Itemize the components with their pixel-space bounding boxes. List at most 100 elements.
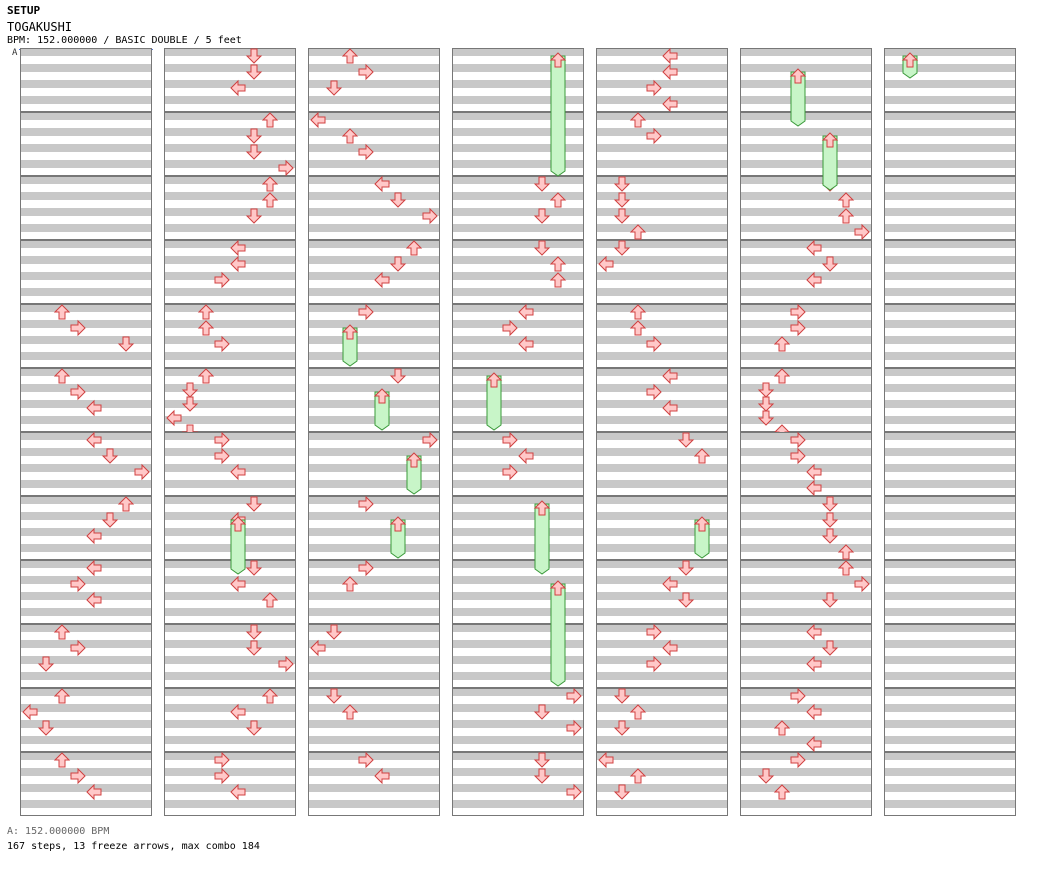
measure-border bbox=[164, 752, 296, 816]
arrow-left-icon bbox=[374, 271, 390, 289]
beat-stripe bbox=[884, 800, 1016, 808]
arrow-down-icon bbox=[37, 720, 55, 736]
arrow-right-icon bbox=[422, 431, 438, 449]
measure-border bbox=[884, 752, 1016, 816]
freeze-arrow bbox=[549, 580, 567, 687]
beat-stripe bbox=[308, 720, 440, 728]
beat-stripe bbox=[308, 800, 440, 808]
arrow-left-icon bbox=[230, 783, 246, 801]
freeze-arrow bbox=[789, 68, 807, 127]
beat-stripe bbox=[20, 176, 152, 184]
beat-stripe bbox=[884, 160, 1016, 168]
freeze-head-icon bbox=[533, 500, 551, 516]
measure-border bbox=[20, 304, 152, 368]
beat-stripe bbox=[452, 80, 584, 88]
beat-stripe bbox=[740, 448, 872, 456]
beat-stripe bbox=[884, 496, 1016, 504]
beat-stripe bbox=[20, 352, 152, 360]
measure bbox=[596, 240, 728, 304]
measure-border bbox=[740, 496, 872, 560]
freeze-arrow bbox=[485, 372, 503, 431]
measure-border bbox=[20, 560, 152, 624]
beat-stripe bbox=[20, 688, 152, 696]
beat-stripe bbox=[308, 608, 440, 616]
beat-stripe bbox=[452, 160, 584, 168]
measure bbox=[884, 560, 1016, 624]
chart-column bbox=[596, 47, 728, 816]
beat-stripe bbox=[740, 368, 872, 376]
beat-stripe bbox=[20, 48, 152, 56]
measure-border bbox=[452, 432, 584, 496]
arrow-down-icon bbox=[389, 256, 407, 272]
beat-stripe bbox=[452, 784, 584, 792]
measure bbox=[596, 367, 728, 432]
measure-border bbox=[164, 240, 296, 304]
beat-stripe bbox=[308, 448, 440, 456]
arrow-down-icon bbox=[821, 592, 839, 608]
beat-stripe bbox=[308, 672, 440, 680]
beat-stripe bbox=[884, 320, 1016, 328]
beat-stripe bbox=[596, 688, 728, 696]
arrow-down-icon bbox=[821, 528, 839, 544]
beat-stripe bbox=[884, 640, 1016, 648]
beat-stripe bbox=[20, 464, 152, 472]
beat-stripe bbox=[884, 592, 1016, 600]
arrow-down-icon bbox=[181, 382, 199, 398]
beat-stripe bbox=[884, 112, 1016, 120]
beat-stripe bbox=[164, 608, 296, 616]
beat-stripe bbox=[596, 144, 728, 152]
beat-stripe bbox=[596, 160, 728, 168]
measure bbox=[452, 752, 584, 816]
arrow-right-icon bbox=[214, 271, 230, 289]
beat-stripe bbox=[20, 144, 152, 152]
beat-stripe bbox=[596, 448, 728, 456]
arrow-down-icon bbox=[613, 240, 631, 256]
measure-border bbox=[884, 176, 1016, 240]
beat-stripe bbox=[884, 416, 1016, 424]
beat-stripe bbox=[20, 416, 152, 424]
beat-stripe bbox=[740, 752, 872, 760]
beat-stripe bbox=[740, 416, 872, 424]
arrow-up-icon bbox=[53, 752, 71, 768]
freeze-arrow bbox=[341, 324, 359, 367]
beat-stripe bbox=[884, 768, 1016, 776]
measure bbox=[308, 303, 440, 368]
arrow-left-icon bbox=[86, 431, 102, 449]
beat-stripe bbox=[20, 784, 152, 792]
beat-stripe bbox=[452, 560, 584, 568]
freeze-head-icon bbox=[485, 372, 503, 388]
arrow-left-icon bbox=[230, 703, 246, 721]
beat-stripe bbox=[452, 704, 584, 712]
arrow-left-icon bbox=[662, 95, 678, 113]
arrow-right-icon bbox=[214, 335, 230, 353]
beat-stripe bbox=[164, 144, 296, 152]
arrow-down-icon bbox=[533, 240, 551, 256]
beat-stripe bbox=[884, 464, 1016, 472]
beat-stripe bbox=[884, 288, 1016, 296]
freeze-head-icon bbox=[821, 132, 839, 148]
beat-stripe bbox=[596, 64, 728, 72]
beat-stripe bbox=[596, 640, 728, 648]
beat-stripe bbox=[308, 80, 440, 88]
beat-stripe bbox=[884, 176, 1016, 184]
beat-stripe bbox=[740, 304, 872, 312]
beat-stripe bbox=[164, 560, 296, 568]
arrow-left-icon bbox=[806, 703, 822, 721]
arrow-right-icon bbox=[646, 127, 662, 145]
beat-stripe bbox=[164, 400, 296, 408]
measure-border bbox=[308, 304, 440, 368]
beat-stripe bbox=[596, 272, 728, 280]
arrow-up-icon bbox=[549, 256, 567, 272]
beat-stripe bbox=[740, 704, 872, 712]
measure-border bbox=[164, 688, 296, 752]
beat-stripe bbox=[20, 640, 152, 648]
beat-stripe bbox=[740, 272, 872, 280]
freeze-arrow bbox=[901, 52, 919, 79]
measure-border bbox=[452, 240, 584, 304]
arrow-up-icon bbox=[197, 304, 215, 320]
beat-stripe bbox=[740, 800, 872, 808]
beat-stripe bbox=[20, 272, 152, 280]
arrow-left-icon bbox=[806, 655, 822, 673]
beat-stripe bbox=[596, 256, 728, 264]
measure-border bbox=[884, 240, 1016, 304]
